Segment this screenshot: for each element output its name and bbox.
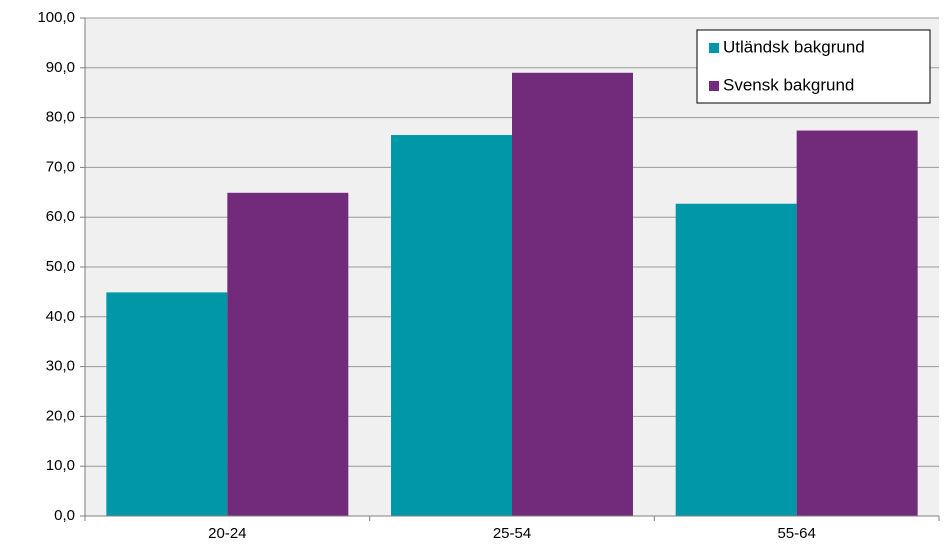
y-tick-label: 90,0 <box>46 59 75 76</box>
legend-swatch <box>709 81 719 91</box>
bar <box>796 130 918 516</box>
x-tick-label: 55-64 <box>777 525 815 542</box>
y-tick-label: 70,0 <box>46 158 75 175</box>
legend <box>696 29 931 104</box>
bar <box>675 203 797 516</box>
y-tick-label: 50,0 <box>46 258 75 275</box>
y-tick-label: 100,0 <box>37 9 75 26</box>
bar <box>227 192 349 516</box>
y-tick-label: 40,0 <box>46 308 75 325</box>
x-tick-label: 20-24 <box>208 525 246 542</box>
bar <box>391 135 512 516</box>
y-tick-label: 80,0 <box>46 109 75 126</box>
y-tick-label: 30,0 <box>46 358 75 375</box>
bar <box>106 292 228 516</box>
legend-swatch <box>709 43 719 53</box>
x-tick-label: 25-54 <box>493 525 531 542</box>
legend-label: Svensk bakgrund <box>723 75 854 94</box>
y-tick-label: 20,0 <box>46 407 75 424</box>
y-tick-label: 10,0 <box>46 457 75 474</box>
legend-label: Utländsk bakgrund <box>723 37 865 56</box>
y-tick-label: 0,0 <box>54 507 75 524</box>
bar <box>512 72 633 516</box>
y-tick-label: 60,0 <box>46 208 75 225</box>
